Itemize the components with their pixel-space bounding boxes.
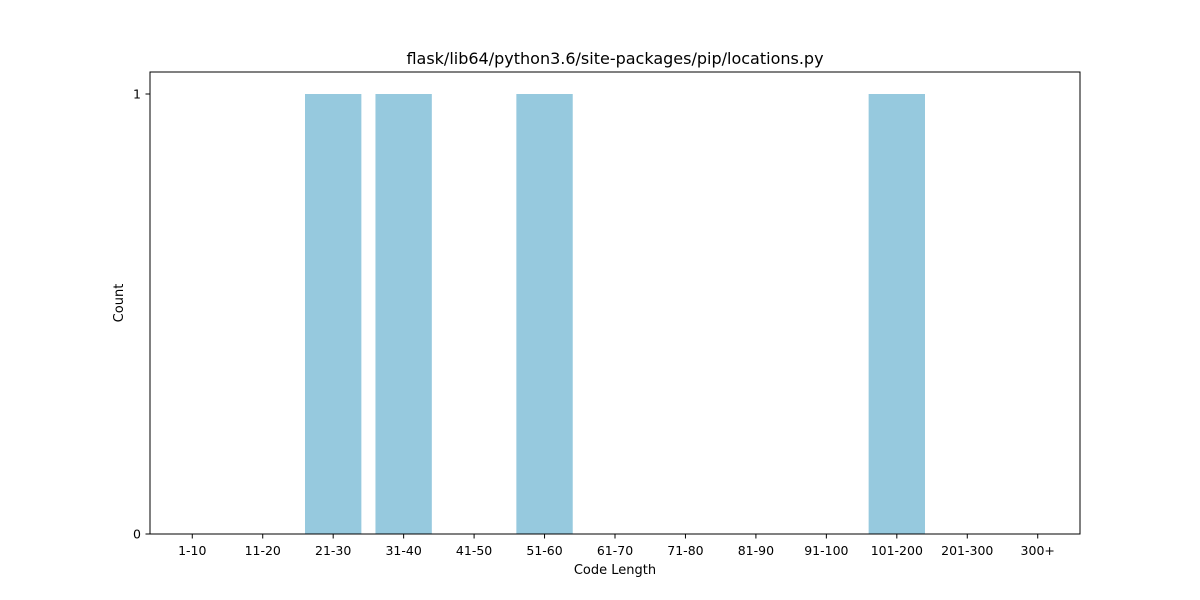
- x-tick-label: 71-80: [667, 543, 703, 558]
- y-axis-label: Count: [112, 284, 127, 323]
- bar-101-200: [868, 94, 925, 534]
- y-tick-label: 0: [133, 527, 141, 542]
- x-tick-label: 11-20: [245, 543, 281, 558]
- x-tick-label: 51-60: [526, 543, 562, 558]
- x-tick-label: 31-40: [385, 543, 421, 558]
- bars-group: [305, 94, 925, 534]
- x-tick-label: 61-70: [597, 543, 633, 558]
- x-tick-label: 21-30: [315, 543, 351, 558]
- chart-title: flask/lib64/python3.6/site-packages/pip/…: [406, 49, 823, 68]
- x-tick-label: 81-90: [738, 543, 774, 558]
- x-tick-label: 101-200: [871, 543, 923, 558]
- bar-31-40: [375, 94, 432, 534]
- x-axis: 1-10 11-20 21-30 31-40 41-50 51-60 61-70 71-80 8…: [178, 534, 1055, 558]
- bar-21-30: [305, 94, 362, 534]
- x-tick-label: 1-10: [178, 543, 206, 558]
- x-tick-label: 91-100: [804, 543, 848, 558]
- bar-51-60: [516, 94, 573, 534]
- x-axis-label: Code Length: [574, 563, 656, 578]
- y-tick-label: 1: [133, 87, 141, 102]
- x-tick-label: 201-300: [941, 543, 993, 558]
- plot-frame: [149, 71, 1081, 535]
- x-tick-label: 41-50: [456, 543, 492, 558]
- x-tick-label: 300+: [1021, 543, 1055, 558]
- y-axis: 01: [133, 87, 150, 542]
